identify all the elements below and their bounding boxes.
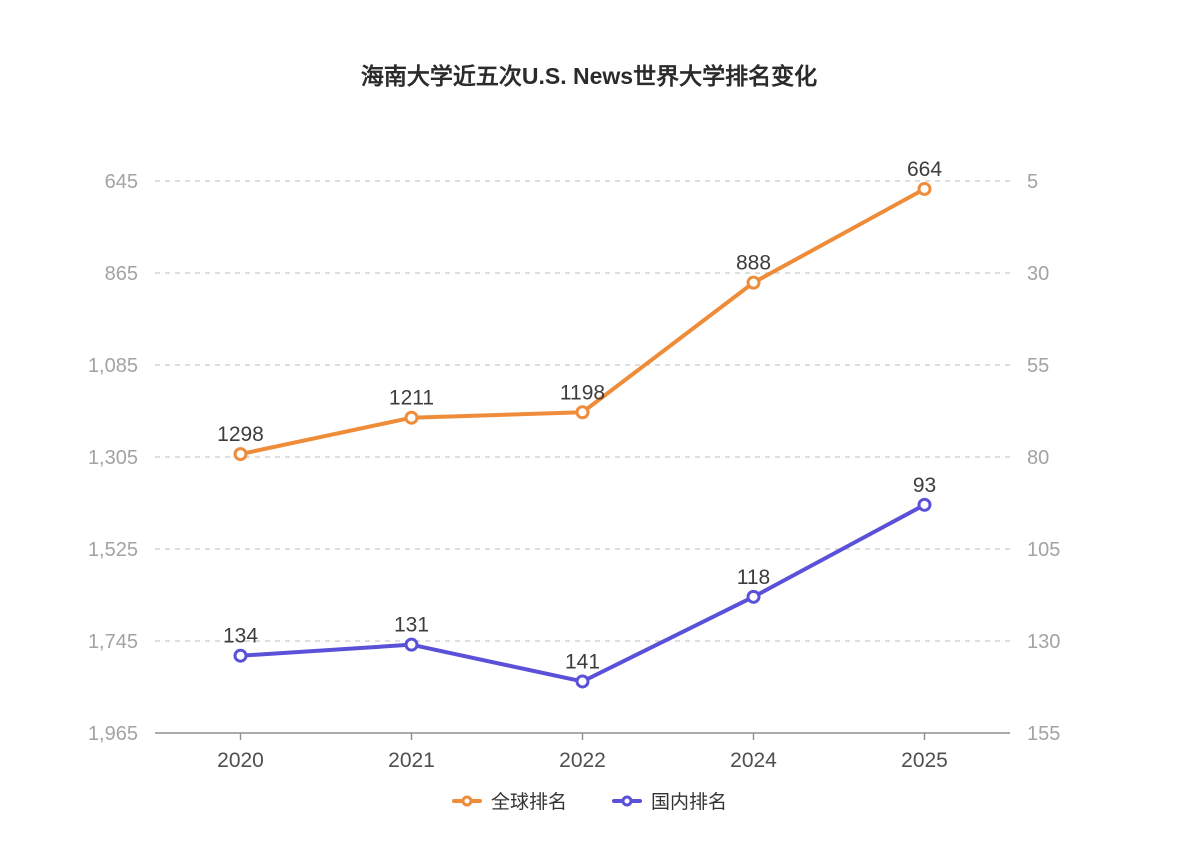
right-axis-tick-label: 80 [1027, 447, 1049, 469]
legend-item-domestic[interactable]: 国内排名 [611, 787, 727, 814]
left-axis-tick-label: 1,745 [88, 631, 138, 653]
left-axis-tick-label: 1,305 [88, 447, 138, 469]
left-axis-tick-label: 865 [105, 263, 138, 285]
legend-label-domestic: 国内排名 [651, 792, 728, 813]
right-axis-tick-label: 5 [1027, 171, 1038, 193]
x-axis-label: 2022 [559, 749, 606, 772]
legend: 全球排名 国内排名 [0, 787, 1178, 814]
legend-line-marker-icon [451, 795, 482, 806]
left-axis-tick-label: 1,525 [88, 539, 138, 561]
data-point-label: 1198 [560, 381, 605, 404]
right-axis-tick-label: 155 [1027, 723, 1060, 745]
right-axis-tick-label: 30 [1027, 263, 1049, 285]
left-axis-tick-label: 645 [105, 171, 138, 193]
x-axis-label: 2025 [901, 749, 948, 772]
data-point-global-2020[interactable] [233, 447, 248, 462]
data-point-label: 1298 [217, 423, 264, 446]
data-point-label: 1211 [389, 387, 434, 410]
right-axis-tick-label: 130 [1027, 631, 1060, 653]
data-point-global-2021[interactable] [404, 410, 419, 425]
left-axis-tick-label: 1,085 [88, 355, 138, 377]
data-point-label: 93 [913, 474, 936, 497]
data-point-label: 664 [907, 158, 942, 181]
data-point-label: 134 [223, 625, 258, 648]
right-axis-tick-label: 105 [1027, 539, 1060, 561]
right-axis-tick-label: 55 [1027, 355, 1049, 377]
data-point-global-2025[interactable] [917, 181, 932, 196]
data-point-domestic-2025[interactable] [917, 497, 932, 512]
data-point-label: 141 [565, 650, 600, 673]
data-point-label: 118 [737, 566, 770, 589]
data-point-domestic-2021[interactable] [404, 637, 419, 652]
x-axis-label: 2024 [730, 749, 777, 772]
data-point-label: 131 [394, 614, 429, 637]
data-point-domestic-2024[interactable] [746, 589, 761, 604]
legend-item-global[interactable]: 全球排名 [451, 787, 567, 814]
data-point-global-2024[interactable] [746, 275, 761, 290]
data-point-label: 888 [736, 252, 771, 275]
legend-line-marker-icon [612, 795, 642, 806]
left-axis-tick-label: 1,965 [88, 723, 138, 745]
chart-title: 海南大学近五次U.S. News世界大学排名变化 [360, 63, 818, 89]
x-axis-label: 2021 [388, 749, 435, 772]
data-point-global-2022[interactable] [575, 405, 590, 420]
data-point-domestic-2022[interactable] [575, 674, 590, 689]
legend-label-global: 全球排名 [490, 792, 567, 813]
x-axis-label: 2020 [217, 749, 264, 772]
data-point-domestic-2020[interactable] [233, 648, 248, 663]
